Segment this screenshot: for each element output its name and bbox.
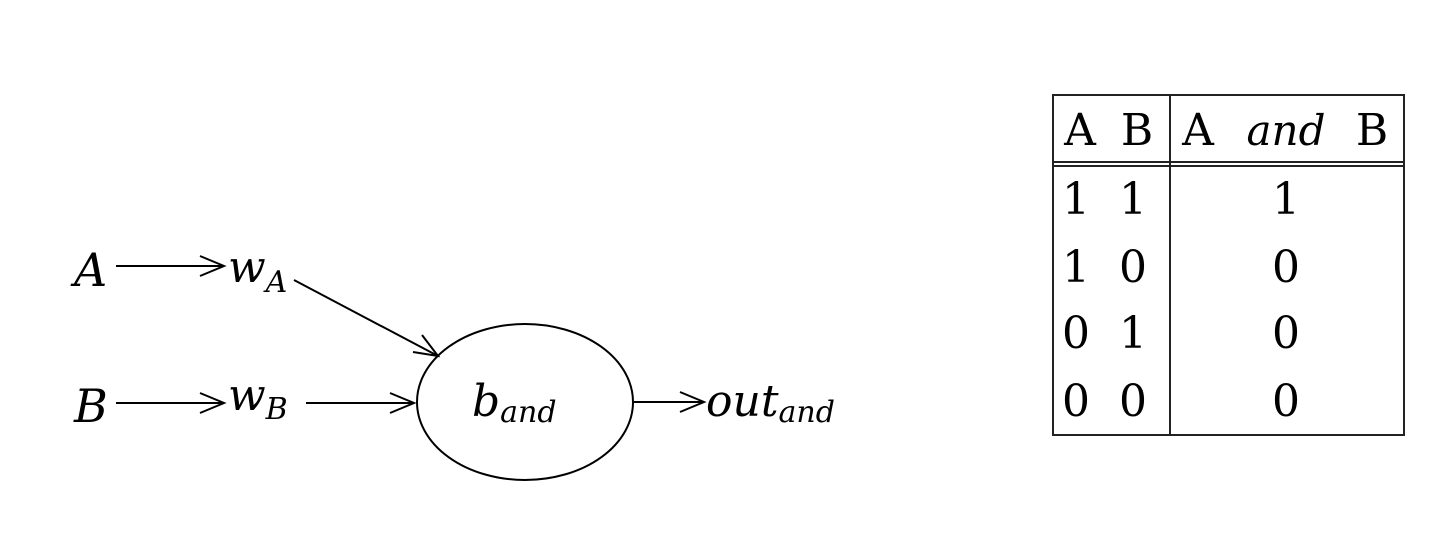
arrow-b-to-wb bbox=[116, 392, 227, 414]
output-label: outand bbox=[706, 376, 835, 430]
arrow-wb-to-node bbox=[306, 392, 417, 414]
table-row: 0 0 0 bbox=[1062, 376, 1300, 427]
row-3-result: 0 bbox=[1272, 308, 1300, 359]
weight-b-subscript: B bbox=[265, 392, 288, 427]
row-1-result: 1 bbox=[1272, 174, 1300, 225]
header-a: A bbox=[1063, 105, 1097, 156]
input-a-label: A bbox=[70, 243, 107, 297]
bias-node-base: b bbox=[472, 376, 500, 427]
row-1-a: 1 bbox=[1062, 174, 1090, 225]
row-4-a: 0 bbox=[1062, 376, 1090, 427]
bias-node-label: band bbox=[472, 376, 557, 430]
output-subscript: and bbox=[779, 395, 835, 430]
arrow-wa-to-node bbox=[293, 279, 441, 358]
row-2-a: 1 bbox=[1062, 242, 1090, 293]
arrow-a-to-wa bbox=[116, 255, 227, 277]
header-result-op: and bbox=[1247, 106, 1326, 155]
header-b: B bbox=[1121, 105, 1153, 156]
row-3-b: 1 bbox=[1119, 308, 1147, 359]
table-row: 1 1 1 bbox=[1062, 174, 1300, 225]
perceptron-diagram: A B wA wB bbox=[70, 242, 835, 481]
truth-table-border bbox=[1052, 94, 1405, 436]
input-b-label: B bbox=[73, 379, 108, 433]
output-base: out bbox=[706, 376, 779, 427]
bias-node-subscript: and bbox=[500, 395, 556, 430]
row-2-result: 0 bbox=[1272, 242, 1300, 293]
header-result-right: B bbox=[1356, 105, 1388, 156]
weight-a-base: w bbox=[228, 242, 266, 293]
row-1-b: 1 bbox=[1119, 174, 1147, 225]
table-row: 0 1 0 bbox=[1062, 308, 1300, 359]
weight-b-base: w bbox=[228, 370, 266, 421]
row-4-b: 0 bbox=[1119, 376, 1147, 427]
weight-a-label: wA bbox=[228, 242, 287, 300]
row-4-result: 0 bbox=[1272, 376, 1300, 427]
header-result-left: A bbox=[1181, 105, 1215, 156]
row-2-b: 0 bbox=[1119, 242, 1147, 293]
truth-table: A B A and B 1 1 1 1 0 0 0 1 0 0 0 0 bbox=[1052, 94, 1405, 436]
weight-b-label: wB bbox=[228, 370, 288, 427]
table-row: 1 0 0 bbox=[1062, 242, 1300, 293]
row-3-a: 0 bbox=[1062, 308, 1090, 359]
weight-a-subscript: A bbox=[263, 265, 288, 300]
arrow-node-to-output bbox=[633, 391, 707, 413]
